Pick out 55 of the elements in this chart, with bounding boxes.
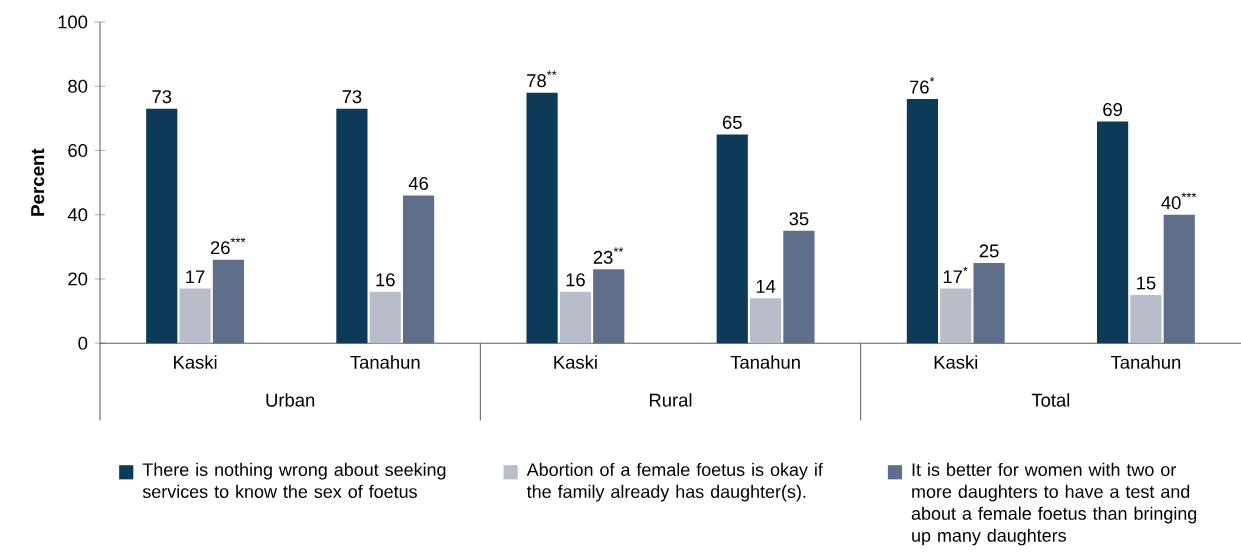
data-label: 65: [722, 115, 742, 129]
bar: [179, 288, 211, 344]
bar: [716, 134, 748, 344]
x-tick-label: Kaski: [934, 355, 978, 369]
y-tick-label: 80: [68, 79, 88, 93]
text: Rural: [649, 393, 692, 407]
y-axis-title: Percent: [31, 148, 45, 216]
y-tick-label: 40: [67, 208, 88, 222]
data-label: 73: [342, 90, 362, 104]
bar: [559, 291, 592, 344]
data-label: 17: [186, 270, 205, 283]
data-label: 26$^{***}$: [210, 237, 246, 255]
data-label: 73: [152, 90, 172, 104]
data-label: 46: [408, 176, 429, 190]
bar: [402, 195, 435, 344]
bar: [593, 269, 625, 344]
legend-label: It is better for women with two or more daughters to have a test and about a female foetus than bringing up many daughters: [911, 462, 1197, 546]
bar: [526, 92, 558, 344]
y-tick-label: 0: [78, 336, 88, 350]
legend-label: There is nothing wrong about seeking services to know the sex of foetus: [142, 462, 446, 498]
text: Urban: [266, 393, 315, 407]
bar: [146, 108, 178, 344]
data-label: 78$^{**}$: [527, 70, 557, 88]
y-tick-label: 100: [58, 15, 88, 29]
data-label: 25: [979, 244, 999, 258]
bar: [973, 262, 1005, 344]
bar: [1130, 294, 1162, 344]
x-tick-label: Tanahun: [730, 355, 800, 369]
bar: [940, 288, 972, 344]
data-label: 16: [376, 273, 395, 287]
bar: [1163, 214, 1195, 344]
data-label: 14: [756, 279, 776, 293]
bar: [783, 230, 815, 344]
bar: [1096, 121, 1129, 344]
y-tick-label: 20: [68, 272, 88, 286]
data-label: 76$^{*}$: [909, 76, 935, 94]
y-tick-label: 60: [68, 143, 88, 157]
bar: [336, 108, 368, 344]
data-label: 23$^{**}$: [593, 247, 624, 264]
x-tick-label: Tanahun: [1110, 355, 1181, 369]
data-label: 69: [1103, 102, 1122, 116]
data-label: 15: [1137, 276, 1156, 290]
data-label: 17$^{*}$: [943, 266, 968, 283]
x-tick-label: Tanahun: [350, 355, 420, 369]
data-label: 16: [566, 273, 585, 287]
data-label: 35: [789, 212, 809, 226]
x-tick-label: Kaski: [554, 355, 597, 369]
bar: [369, 291, 401, 344]
bar: [749, 298, 782, 344]
legend-label: Abortion of a female foetus is okay if the family already has daughter(s).: [526, 462, 823, 502]
data-label: 40$^{***}$: [1161, 192, 1197, 210]
x-tick-label: Kaski: [174, 355, 217, 369]
text: Total: [1031, 393, 1070, 407]
bar: [906, 98, 939, 344]
bar: [212, 259, 245, 344]
